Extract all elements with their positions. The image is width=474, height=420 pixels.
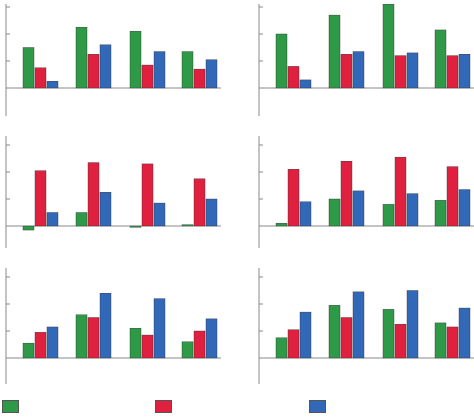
bar-p5-green-1 <box>22 342 35 359</box>
bar-p2-green-1 <box>275 33 288 89</box>
bar-p3-red-2 <box>87 162 100 227</box>
bar-p1-blue-2 <box>99 44 112 89</box>
bar-p5-blue-1 <box>46 326 59 359</box>
bar-p2-red-1 <box>287 66 300 89</box>
bar-p3-red-1 <box>34 170 47 227</box>
bar-p6-red-2 <box>340 317 353 359</box>
bar-p5-red-1 <box>34 332 47 359</box>
bar-p5-red-3 <box>141 334 154 359</box>
bar-p4-red-3 <box>394 156 407 227</box>
bar-p6-red-4 <box>446 326 459 359</box>
bar-p3-blue-2 <box>99 192 112 227</box>
bar-p3-green-4 <box>181 224 194 227</box>
bar-p4-red-4 <box>446 166 459 227</box>
bar-p2-blue-2 <box>352 51 365 89</box>
bar-p3-blue-1 <box>46 212 59 227</box>
bar-p2-green-2 <box>328 14 341 89</box>
bar-p3-blue-3 <box>153 202 166 227</box>
bar-p1-red-3 <box>141 64 154 89</box>
bar-p3-red-3 <box>141 163 154 227</box>
bar-p6-red-1 <box>287 329 300 359</box>
bar-p4-blue-2 <box>352 190 365 227</box>
bar-p1-blue-4 <box>205 59 218 89</box>
bar-p2-green-4 <box>434 29 447 89</box>
bar-p4-green-2 <box>328 198 341 227</box>
bar-p6-green-4 <box>434 322 447 359</box>
bar-p4-green-1 <box>275 223 288 227</box>
bar-p6-blue-4 <box>458 307 471 359</box>
bar-p2-red-3 <box>394 55 407 89</box>
bar-p1-red-2 <box>87 54 100 89</box>
bar-p1-green-2 <box>75 27 88 89</box>
bar-p6-green-3 <box>382 309 395 359</box>
bar-p2-blue-4 <box>458 54 471 89</box>
bar-p5-red-2 <box>87 317 100 359</box>
bar-p4-green-3 <box>382 204 395 227</box>
bar-p5-blue-4 <box>205 318 218 359</box>
bar-p1-green-4 <box>181 51 194 89</box>
bar-p5-green-2 <box>75 314 88 359</box>
bar-p3-green-1 <box>22 225 35 231</box>
bar-p3-blue-4 <box>205 198 218 227</box>
bar-p1-green-1 <box>22 47 35 89</box>
bar-p5-green-4 <box>181 341 194 359</box>
bar-p1-blue-3 <box>153 51 166 89</box>
bar-p3-green-2 <box>75 212 88 227</box>
legend-swatch-red <box>155 400 172 413</box>
bar-p6-green-2 <box>328 305 341 359</box>
bar-p1-green-3 <box>129 31 142 89</box>
bar-p6-blue-3 <box>406 290 419 359</box>
bar-p5-blue-3 <box>153 298 166 359</box>
bar-p3-green-3 <box>129 225 142 228</box>
bar-p2-red-2 <box>340 54 353 89</box>
legend-swatch-blue <box>309 400 326 413</box>
bar-p1-red-4 <box>193 68 206 89</box>
bar-p2-blue-1 <box>299 79 312 89</box>
bar-p6-red-3 <box>394 324 407 359</box>
bar-p4-green-4 <box>434 200 447 227</box>
bar-p4-blue-1 <box>299 201 312 227</box>
bar-p6-blue-1 <box>299 311 312 359</box>
bar-p4-red-2 <box>340 160 353 227</box>
bar-p2-blue-3 <box>406 52 419 89</box>
bar-p6-green-1 <box>275 337 288 359</box>
bar-p5-red-4 <box>193 330 206 359</box>
bar-p2-green-3 <box>382 4 395 89</box>
bar-p3-red-4 <box>193 178 206 227</box>
bar-p4-blue-4 <box>458 189 471 227</box>
bar-p5-blue-2 <box>99 293 112 359</box>
bar-p4-blue-3 <box>406 193 419 227</box>
bar-p1-red-1 <box>34 67 47 89</box>
bar-p5-green-3 <box>129 328 142 359</box>
bar-p1-blue-1 <box>46 81 59 89</box>
legend-swatch-green <box>2 400 19 413</box>
bar-p4-red-1 <box>287 169 300 227</box>
bar-p2-red-4 <box>446 55 459 89</box>
bar-p6-blue-2 <box>352 291 365 359</box>
